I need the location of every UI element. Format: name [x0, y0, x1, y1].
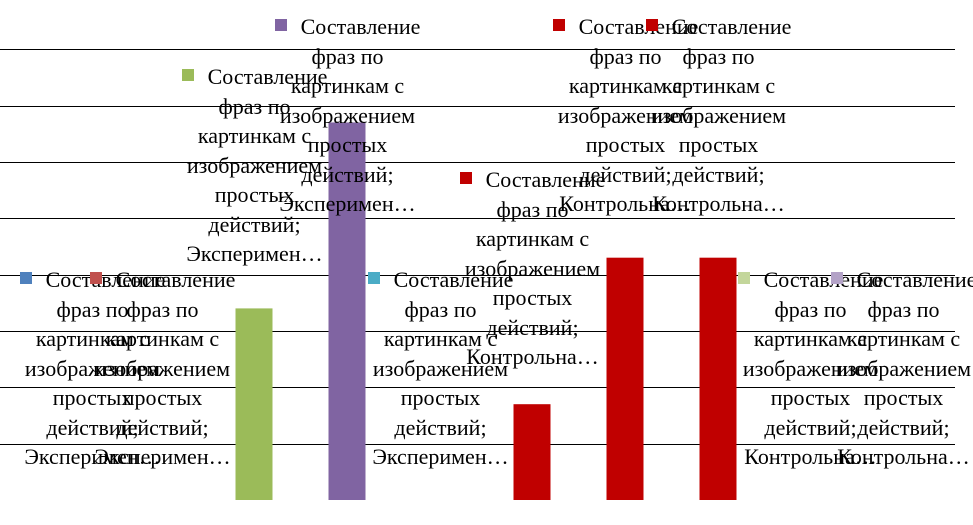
bar — [699, 257, 737, 500]
gridlines — [0, 49, 955, 445]
bar — [328, 122, 366, 500]
bars — [235, 122, 737, 500]
bar — [606, 257, 644, 500]
bar — [513, 404, 551, 500]
bar — [235, 308, 273, 500]
